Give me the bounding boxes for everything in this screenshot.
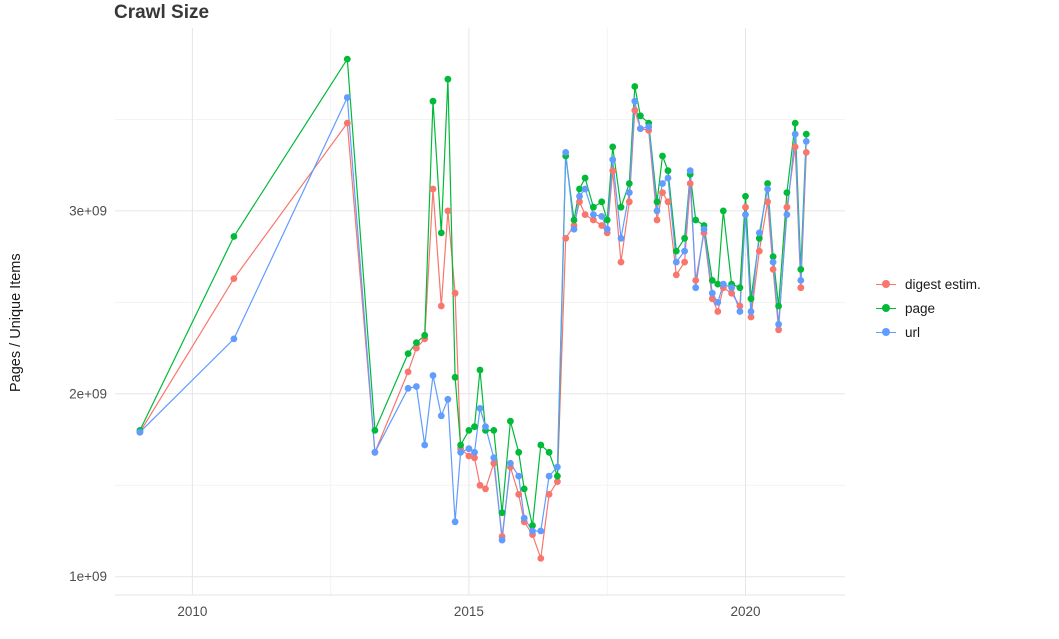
legend-label: digest estim. [905,276,981,292]
x-axis-tick-labels: 2010 2015 2020 [177,604,760,619]
legend-item-digest-estim: digest estim. [876,276,981,292]
legend-key-icon [876,325,896,339]
y-tick-label: 3e+09 [69,203,107,218]
chart-title: Crawl Size [114,2,210,23]
legend-dot-swatch [882,328,890,336]
legend-item-page: page [876,300,981,316]
series-points-page [136,55,810,529]
y-tick-label: 1e+09 [69,569,107,584]
gridlines-major [115,28,845,596]
series-points-url [136,94,810,544]
gridlines-minor [115,28,845,595]
legend-key-icon [876,301,896,315]
series-line-url [139,95,807,541]
x-tick-label: 2020 [730,604,760,619]
y-tick-label: 2e+09 [69,386,107,401]
legend-label: url [905,324,921,340]
legend-label: page [905,300,936,316]
y-axis-tick-labels: 1e+09 2e+09 3e+09 [69,203,107,584]
series-points-digest-estim [136,106,810,562]
legend-key-icon [876,277,896,291]
legend: digest estim. page url [876,276,981,340]
legend-dot-swatch [882,280,890,288]
legend-item-url: url [876,324,981,340]
x-tick-label: 2015 [454,604,484,619]
series-line-digest-estim [139,110,807,559]
x-tick-label: 2010 [177,604,207,619]
legend-dot-swatch [882,304,890,312]
